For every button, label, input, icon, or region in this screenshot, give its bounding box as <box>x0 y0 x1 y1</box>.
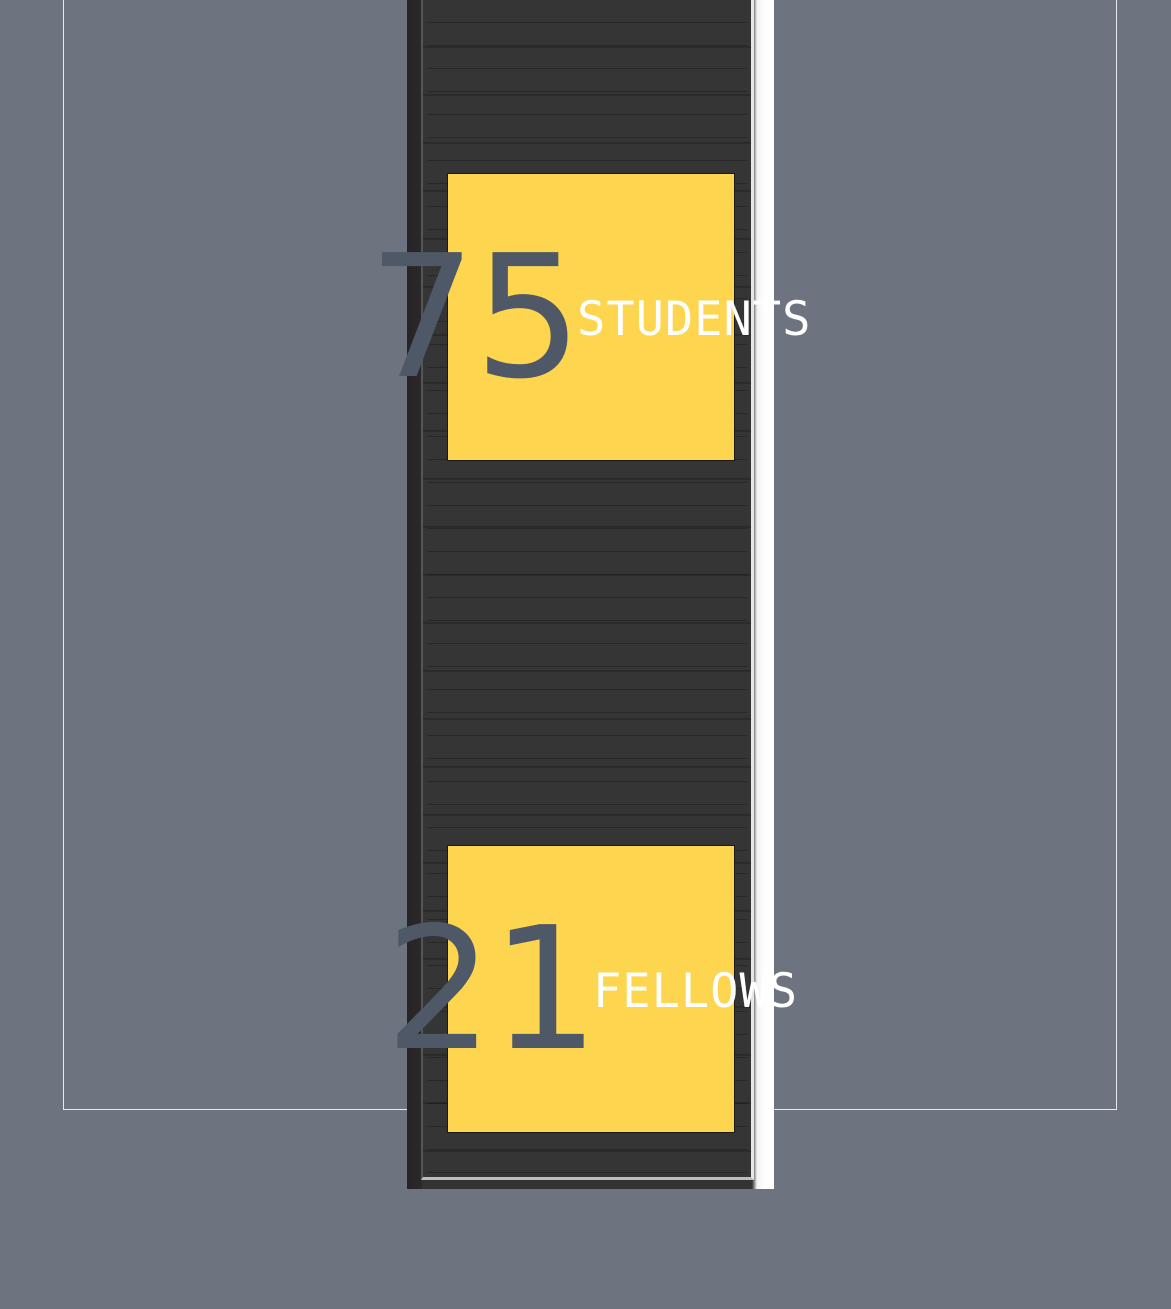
fellows-stat-panel <box>447 845 735 1133</box>
fellows-count: 21 <box>385 891 599 1089</box>
students-count: 75 <box>368 219 582 417</box>
students-label: STUDENTS <box>577 292 812 347</box>
students-stat-panel <box>447 173 735 461</box>
fellows-label: FELLOWS <box>593 964 799 1019</box>
